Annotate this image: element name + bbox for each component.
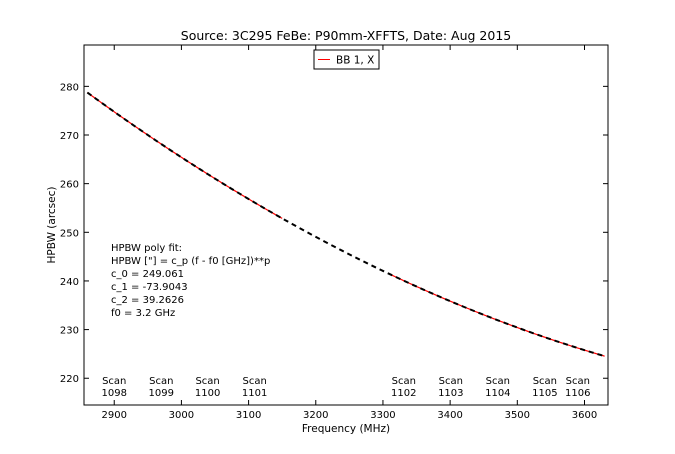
scan-label-number: 1098 (102, 388, 127, 399)
fit-annotation-line: c_1 = -73.9043 (111, 282, 188, 293)
chart-title: Source: 3C295 FeBe: P90mm-XFFTS, Date: A… (181, 28, 511, 43)
fit-annotation: HPBW poly fit: HPBW ["] = c_p (f - f0 [GH… (111, 243, 270, 319)
fit-annotation-line: c_2 = 39.2626 (111, 295, 184, 306)
fit-annotation-line: HPBW poly fit: (111, 243, 182, 254)
scan-label-number: 1103 (438, 388, 463, 399)
y-tick-label: 260 (60, 180, 79, 191)
scan-label-word: Scan (195, 376, 219, 387)
y-tick-label: 270 (60, 131, 79, 142)
x-tick-label: 3000 (169, 410, 194, 421)
fit-annotation-line: f0 = 3.2 GHz (111, 308, 175, 319)
y-axis-label: HPBW (arcsec) (46, 187, 58, 264)
scan-label-number: 1106 (565, 388, 590, 399)
scan-label-word: Scan (242, 376, 266, 387)
scan-label-word: Scan (486, 376, 510, 387)
fit-annotation-line: HPBW ["] = c_p (f - f0 [GHz])**p (111, 256, 270, 267)
x-tick-label: 3100 (236, 410, 261, 421)
x-tick-label: 3600 (572, 410, 597, 421)
y-tick-label: 220 (60, 374, 79, 385)
scan-label-word: Scan (149, 376, 173, 387)
y-tick-label: 280 (60, 82, 79, 93)
legend: BB 1, X (313, 49, 380, 70)
scan-label-word: Scan (392, 376, 416, 387)
scan-label-word: Scan (566, 376, 590, 387)
scan-labels: Scan1098Scan1099Scan1100Scan1101Scan1102… (102, 376, 591, 399)
scan-label-number: 1099 (149, 388, 174, 399)
scan-label-word: Scan (533, 376, 557, 387)
scan-label-number: 1101 (242, 388, 267, 399)
plot-frame (83, 44, 609, 406)
y-axis: 220 230 240 250 260 270 280 (60, 82, 608, 385)
x-tick-label: 3500 (505, 410, 530, 421)
series-layer (86, 91, 605, 358)
scan-label-number: 1100 (195, 388, 220, 399)
x-tick-label: 2900 (102, 410, 127, 421)
scan-label-number: 1104 (485, 388, 510, 399)
legend-entry-bb1-x: BB 1, X (336, 55, 374, 67)
scan-label-word: Scan (439, 376, 463, 387)
x-axis: 2900 3000 3100 3200 3300 3400 3500 3600 (102, 45, 597, 421)
x-tick-label: 3300 (370, 410, 395, 421)
x-axis-label: Frequency (MHz) (302, 423, 390, 435)
scan-label-number: 1105 (532, 388, 557, 399)
scan-label-word: Scan (102, 376, 126, 387)
x-tick-label: 3200 (303, 410, 328, 421)
x-tick-label: 3400 (437, 410, 462, 421)
y-tick-label: 230 (60, 326, 79, 337)
fit-annotation-line: c_0 = 249.061 (111, 269, 184, 280)
y-tick-label: 240 (60, 277, 79, 288)
legend-box (313, 49, 380, 70)
y-tick-label: 250 (60, 228, 79, 239)
scan-label-number: 1102 (391, 388, 416, 399)
